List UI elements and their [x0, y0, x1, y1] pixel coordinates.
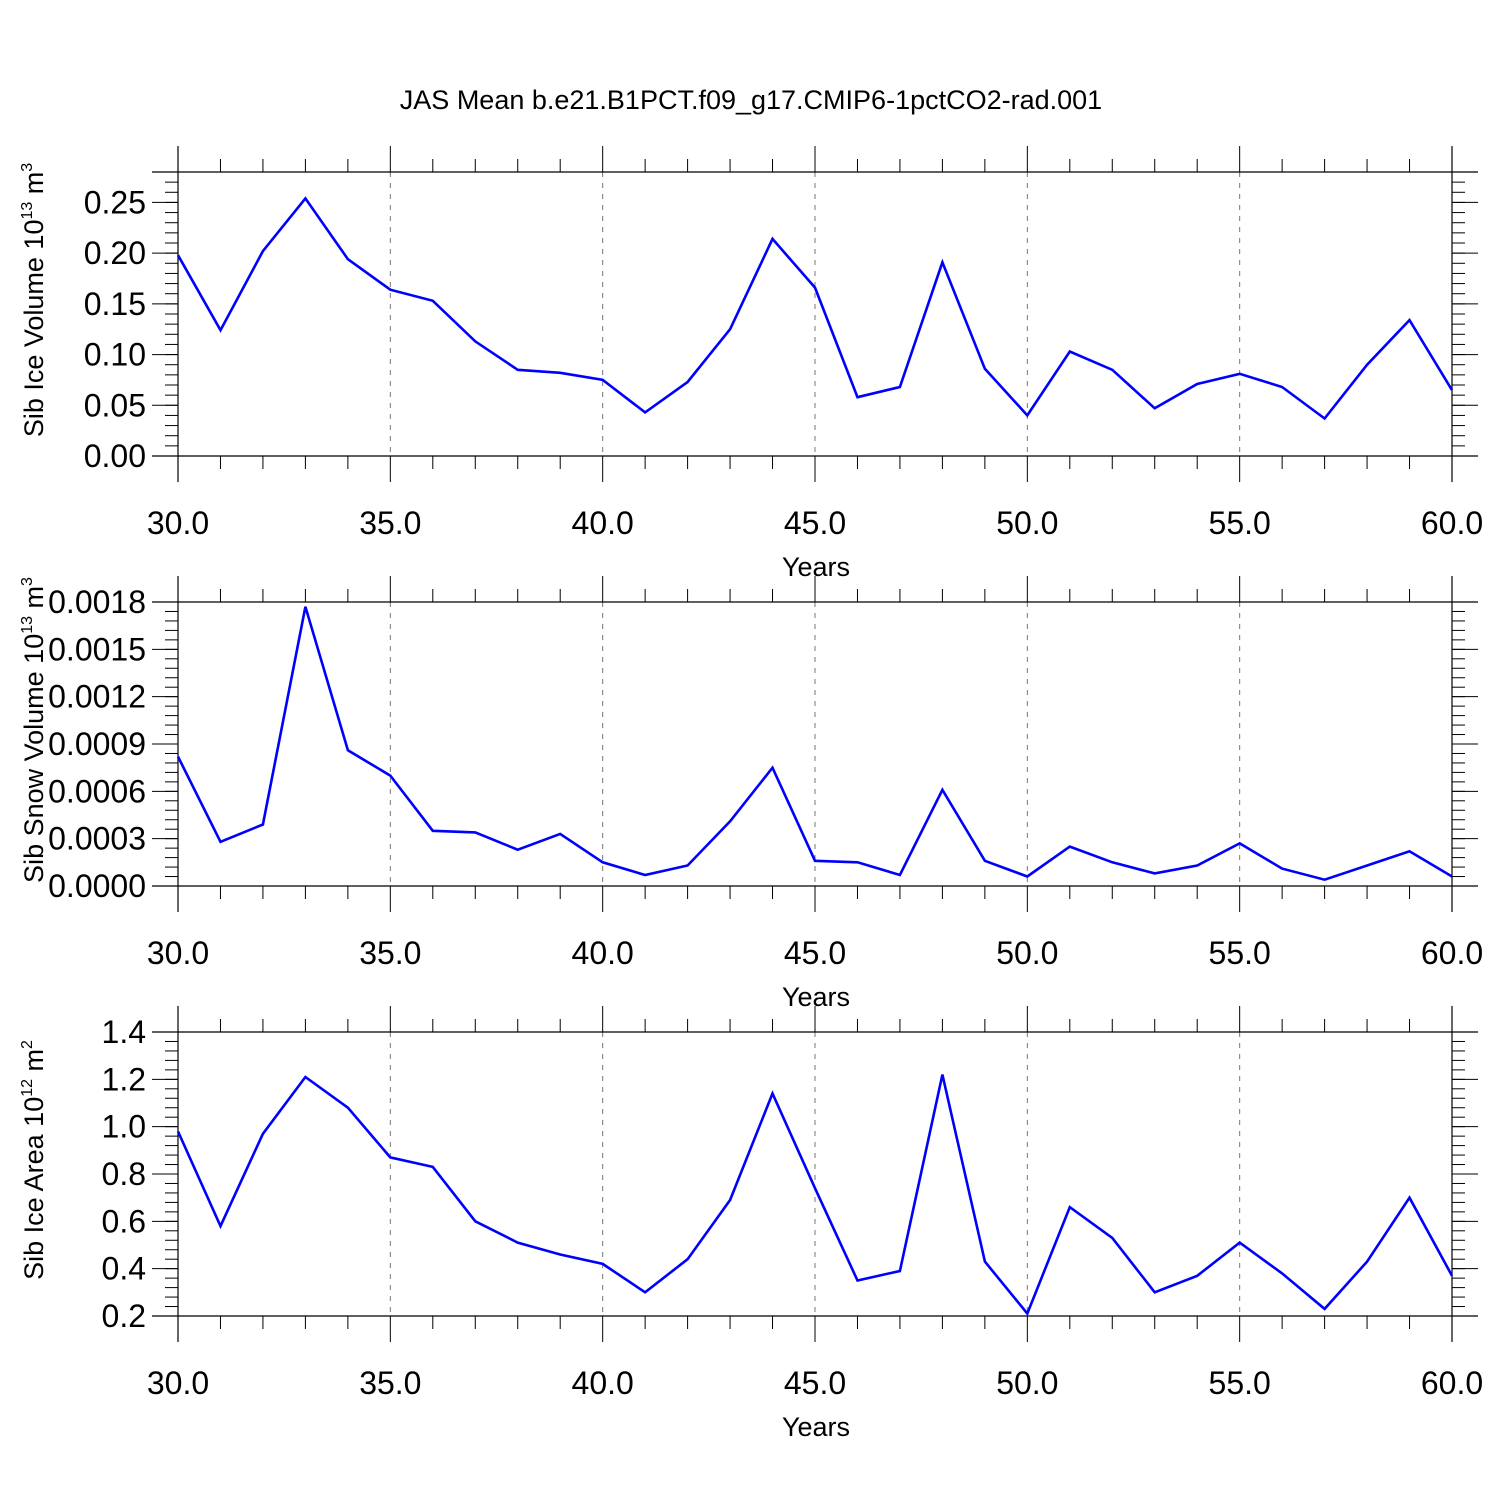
- y-axis-title-exponent: 13: [19, 616, 36, 634]
- y-tick-label: 0.0012: [48, 679, 146, 715]
- y-axis-title-text: Sib Ice Area 10: [19, 1097, 49, 1280]
- y-tick-label: 0.0006: [48, 773, 146, 809]
- y-tick-label: 0.15: [84, 286, 146, 322]
- panel-3: 0.2 0.4 0.6 0.8 1.0 1.2 1.4 30.0 35.0 40.0 45.0 50.…: [19, 1006, 1483, 1442]
- chart-title: JAS Mean b.e21.B1PCT.f09_g17.CMIP6-1pctC…: [400, 85, 1102, 115]
- x-tick-label: 30.0: [147, 1365, 209, 1401]
- panels: 0.00 0.05 0.10 0.15 0.20 0.25 30.0 35.0 40.0 45.0…: [19, 146, 1483, 1442]
- x-axis-title: Years: [782, 1412, 850, 1442]
- x-tick-label: 35.0: [359, 1365, 421, 1401]
- y-tick-label: 0.8: [102, 1156, 146, 1192]
- x-tick-label: 45.0: [784, 935, 846, 971]
- y-tick-label: 0.6: [102, 1203, 146, 1239]
- y-tick-label: 0.25: [84, 184, 146, 220]
- y-tick-label: 1.4: [102, 1014, 146, 1050]
- y-tick-label: 1.2: [102, 1061, 146, 1097]
- y-axis-title-exponent: 13: [19, 202, 36, 220]
- x-tick-label: 50.0: [996, 935, 1058, 971]
- y-axis-title-unit: m: [19, 172, 49, 202]
- y-axis-title: Sib Snow Volume 1013 m3: [19, 577, 49, 883]
- y-tick-label: 0.0018: [48, 584, 146, 620]
- y-tick-label: 0.0015: [48, 631, 146, 667]
- series-line: [176, 1074, 1454, 1317]
- y-axis-title-unit-exponent: 3: [19, 163, 36, 172]
- x-axis-title: Years: [782, 982, 850, 1012]
- y-tick-label: 1.0: [102, 1109, 146, 1145]
- y-axis-title-unit-exponent: 3: [19, 577, 36, 586]
- y-axis-title-text: Sib Ice Volume 10: [19, 220, 49, 438]
- x-axis-title: Years: [782, 552, 850, 582]
- series-line: [176, 196, 1454, 421]
- x-tick-label: 35.0: [359, 935, 421, 971]
- y-axis-title: Sib Ice Area 1012 m2: [19, 1040, 49, 1280]
- series-line: [176, 606, 1453, 882]
- x-tick-label: 60.0: [1421, 505, 1483, 541]
- y-axis-title-unit: m: [19, 1049, 49, 1079]
- y-axis-title-exponent: 12: [19, 1079, 36, 1097]
- panel-1: 0.00 0.05 0.10 0.15 0.20 0.25 30.0 35.0 40.0 45.0…: [19, 146, 1483, 582]
- y-tick-label: 0.10: [84, 337, 146, 373]
- x-tick-label: 50.0: [996, 505, 1058, 541]
- y-tick-label: 0.0009: [48, 726, 146, 762]
- x-tick-label: 45.0: [784, 505, 846, 541]
- y-tick-label: 0.2: [102, 1298, 146, 1334]
- y-tick-label: 0.00: [84, 438, 146, 474]
- x-tick-label: 55.0: [1209, 505, 1271, 541]
- y-tick-label: 0.05: [84, 387, 146, 423]
- panel-2: 0.0000 0.0003 0.0006 0.0009 0.0012 0.0015 0.00…: [19, 576, 1483, 1012]
- x-tick-label: 40.0: [572, 1365, 634, 1401]
- y-tick-label: 0.0003: [48, 821, 146, 857]
- y-axis-title-unit: m: [19, 586, 49, 616]
- y-tick-label: 0.20: [84, 235, 146, 271]
- x-tick-label: 30.0: [147, 935, 209, 971]
- y-tick-label: 0.4: [102, 1251, 146, 1287]
- x-tick-label: 30.0: [147, 505, 209, 541]
- x-tick-label: 60.0: [1421, 1365, 1483, 1401]
- y-axis-title-unit-exponent: 2: [19, 1040, 36, 1049]
- x-tick-label: 55.0: [1209, 935, 1271, 971]
- x-tick-label: 60.0: [1421, 935, 1483, 971]
- x-tick-label: 35.0: [359, 505, 421, 541]
- y-tick-label: 0.0000: [48, 868, 146, 904]
- y-axis-title-text: Sib Snow Volume 10: [19, 634, 49, 883]
- x-tick-label: 40.0: [572, 935, 634, 971]
- x-tick-label: 55.0: [1209, 1365, 1271, 1401]
- y-axis-title: Sib Ice Volume 1013 m3: [19, 163, 49, 437]
- x-tick-label: 40.0: [572, 505, 634, 541]
- x-tick-label: 45.0: [784, 1365, 846, 1401]
- x-tick-label: 50.0: [996, 1365, 1058, 1401]
